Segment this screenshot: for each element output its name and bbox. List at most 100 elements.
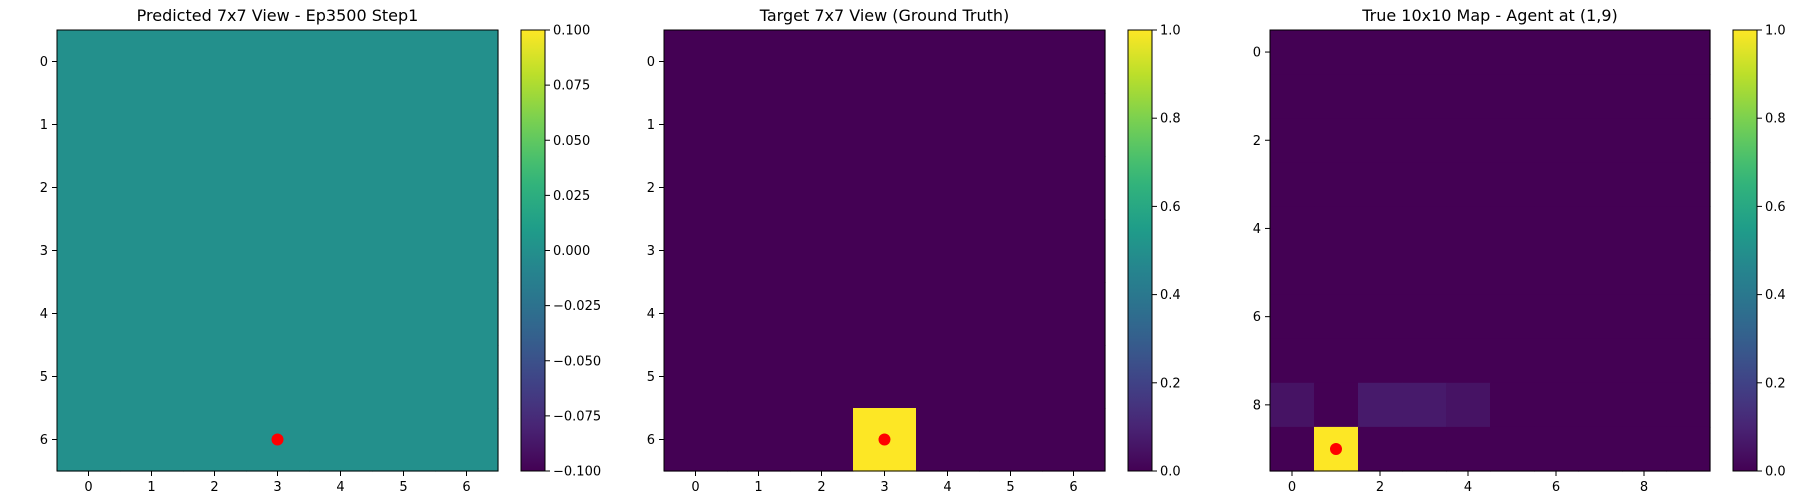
heatmap-cell xyxy=(1534,206,1579,252)
heatmap-cell xyxy=(372,345,436,409)
heatmap-cell xyxy=(1402,250,1447,296)
heatmap-cell xyxy=(1314,74,1359,119)
heatmap-cell xyxy=(57,219,121,283)
heatmap-cell xyxy=(1534,162,1579,207)
heatmap-cell xyxy=(790,156,854,220)
heatmap-cell xyxy=(246,156,310,220)
heatmap-cell xyxy=(1666,250,1711,296)
colorbar-tick-label: 1.0 xyxy=(1160,24,1181,39)
x-tick-label: 3 xyxy=(273,480,281,495)
heatmap-cell xyxy=(183,408,247,472)
colorbar-tick-label: 0.2 xyxy=(1160,376,1181,391)
heatmap-cell xyxy=(120,345,184,409)
heatmap-cell xyxy=(1490,250,1535,296)
y-tick-label: 5 xyxy=(647,370,655,385)
y-tick-label: 2 xyxy=(1253,134,1261,149)
heatmap-panel-2: Target 7x7 View (Ground Truth) 0 1 2 3 4 5 6 0 1 2… xyxy=(647,6,1181,495)
x-tick-label: 1 xyxy=(754,480,762,495)
heatmap-cell xyxy=(1314,118,1359,163)
heatmap-cell xyxy=(1578,206,1623,252)
heatmap-cell xyxy=(309,408,373,472)
heatmap-cell xyxy=(1270,294,1315,340)
heatmap-cell xyxy=(1402,382,1447,428)
heatmap-cell xyxy=(246,93,310,157)
heatmap-cell xyxy=(183,282,247,346)
heatmap-cell xyxy=(727,219,791,283)
heatmap-cell xyxy=(1446,74,1491,119)
heatmap-cell xyxy=(664,219,728,283)
heatmap-cell xyxy=(1402,162,1447,207)
heatmap-cell xyxy=(1358,426,1403,472)
heatmap-cell xyxy=(1622,338,1667,384)
heatmap-cell xyxy=(916,282,980,346)
heatmap-cell xyxy=(664,282,728,346)
heatmap-cell xyxy=(790,30,854,94)
heatmap-cell xyxy=(1666,74,1711,119)
heatmap-cell xyxy=(372,282,436,346)
heatmap-panel-1: Predicted 7x7 View - Ep3500 Step1 0 1 2 3 4 5 6… xyxy=(40,6,601,495)
heatmap-cell xyxy=(246,345,310,409)
colorbar-tick-label: 0.0 xyxy=(1765,465,1786,480)
heatmap-cell xyxy=(372,408,436,472)
x-tick-label: 0 xyxy=(84,480,92,495)
heatmap-cell xyxy=(1358,382,1403,428)
heatmap-cell xyxy=(1270,382,1315,428)
colorbar-tick-label: 0.050 xyxy=(553,134,590,149)
heatmap-cell xyxy=(1534,294,1579,340)
heatmap-cell xyxy=(979,156,1043,220)
heatmap-cell xyxy=(183,219,247,283)
agent-marker xyxy=(271,433,284,446)
heatmap-cell xyxy=(309,219,373,283)
heatmap-cell xyxy=(435,282,499,346)
colorbar-tick-label: 0.0 xyxy=(1160,465,1181,480)
heatmap-cell xyxy=(1270,250,1315,296)
heatmap-cell xyxy=(435,93,499,157)
y-tick-label: 3 xyxy=(40,244,48,259)
heatmap-cell xyxy=(120,30,184,94)
colorbar-tick-label: 0.4 xyxy=(1160,288,1181,303)
heatmap-cell xyxy=(1534,382,1579,428)
heatmap-cell xyxy=(1622,426,1667,472)
heatmap-cell xyxy=(1446,162,1491,207)
heatmap-cell xyxy=(916,30,980,94)
heatmap-cell xyxy=(1042,219,1106,283)
heatmap-cell xyxy=(979,93,1043,157)
heatmap-cell xyxy=(1402,74,1447,119)
heatmap-cell xyxy=(1358,250,1403,296)
heatmap-cell xyxy=(1042,282,1106,346)
heatmap-cell xyxy=(120,219,184,283)
colorbar-tick-label: 0.000 xyxy=(553,244,590,259)
x-tick-label: 2 xyxy=(817,480,825,495)
heatmap-cell xyxy=(1578,250,1623,296)
heatmap-cell xyxy=(1358,162,1403,207)
heatmap-cell xyxy=(1446,118,1491,163)
colorbar-tick-label: 0.6 xyxy=(1765,200,1786,215)
chart-title: True 10x10 Map - Agent at (1,9) xyxy=(1361,6,1618,25)
x-tick-label: 4 xyxy=(336,480,344,495)
heatmap-cell xyxy=(727,156,791,220)
heatmap-cell xyxy=(1314,382,1359,428)
heatmap-cell xyxy=(1358,74,1403,119)
colorbar-tick-label: −0.100 xyxy=(553,465,601,480)
heatmap-cell xyxy=(372,30,436,94)
heatmap-cell xyxy=(1622,74,1667,119)
heatmap-cell xyxy=(664,93,728,157)
colorbar-tick-label: −0.075 xyxy=(553,409,601,424)
y-tick-label: 0 xyxy=(647,55,655,70)
heatmap-cell xyxy=(853,30,917,94)
heatmap-cell xyxy=(916,93,980,157)
heatmap-cell xyxy=(979,219,1043,283)
heatmap-cell xyxy=(1666,118,1711,163)
y-tick-label: 4 xyxy=(40,307,48,322)
heatmap-cell xyxy=(309,93,373,157)
heatmap-cell xyxy=(435,219,499,283)
heatmap-cell xyxy=(1314,250,1359,296)
heatmap-cell xyxy=(1314,162,1359,207)
heatmap-cell xyxy=(790,408,854,472)
colorbar-tick-label: −0.025 xyxy=(553,299,601,314)
heatmap-cell xyxy=(1666,294,1711,340)
heatmap-cell xyxy=(120,93,184,157)
heatmap-cell xyxy=(1446,426,1491,472)
heatmap-cell xyxy=(1358,206,1403,252)
